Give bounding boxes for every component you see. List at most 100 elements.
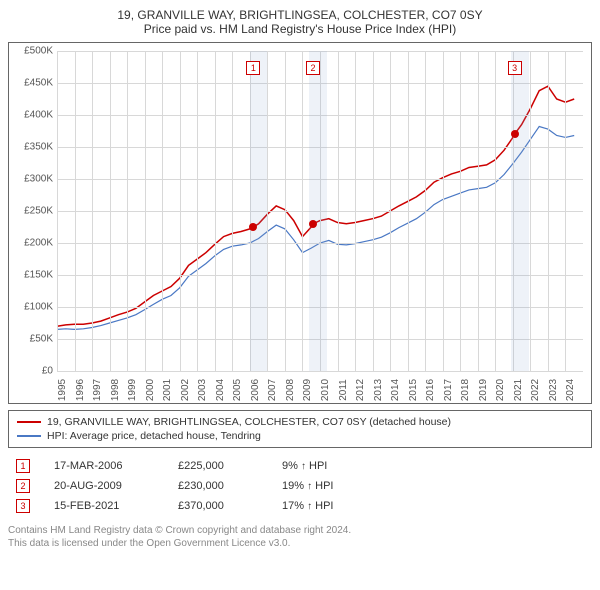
x-tick-label: 2022 (530, 379, 541, 401)
sale-price: £225,000 (178, 460, 258, 472)
x-tick-label: 2018 (460, 379, 471, 401)
sale-marker-box: 3 (508, 61, 522, 75)
x-tick-label: 1996 (75, 379, 86, 401)
gridline-v (425, 51, 426, 371)
x-tick-label: 2009 (302, 379, 313, 401)
gridline-v (75, 51, 76, 371)
y-tick-label: £350K (24, 142, 53, 153)
y-axis-ticks: £0£50K£100K£150K£200K£250K£300K£350K£400… (9, 51, 55, 371)
plot-area: 1 2 3 (57, 51, 583, 371)
highlight-band (250, 51, 268, 371)
y-tick-label: £300K (24, 174, 53, 185)
sale-row-marker: 3 (16, 499, 30, 513)
gridline-v (92, 51, 93, 371)
title-line-1: 19, GRANVILLE WAY, BRIGHTLINGSEA, COLCHE… (8, 8, 592, 22)
sale-dot (511, 130, 519, 138)
sale-marker-box: 1 (246, 61, 260, 75)
gridline-v (408, 51, 409, 371)
x-tick-label: 2012 (355, 379, 366, 401)
gridline-v (162, 51, 163, 371)
gridline-v (460, 51, 461, 371)
sale-row-marker: 2 (16, 479, 30, 493)
sale-row-marker: 1 (16, 459, 30, 473)
x-tick-label: 1998 (110, 379, 121, 401)
gridline-v (145, 51, 146, 371)
gridline-v (495, 51, 496, 371)
x-tick-label: 1995 (57, 379, 68, 401)
y-tick-label: £50K (30, 334, 53, 345)
gridline-v (530, 51, 531, 371)
arrow-up-icon: ↑ (301, 461, 306, 472)
chart-container: £0£50K£100K£150K£200K£250K£300K£350K£400… (8, 42, 592, 404)
gridline-v (197, 51, 198, 371)
footer-line-2: This data is licensed under the Open Gov… (8, 537, 592, 550)
sale-date: 15-FEB-2021 (54, 500, 154, 512)
sale-pct: 9% ↑ HPI (282, 460, 327, 472)
arrow-up-icon: ↑ (307, 501, 312, 512)
footer-line-1: Contains HM Land Registry data © Crown c… (8, 524, 592, 537)
gridline-v (390, 51, 391, 371)
x-tick-label: 2006 (250, 379, 261, 401)
x-tick-label: 2013 (373, 379, 384, 401)
sales-list: 1 17-MAR-2006 £225,000 9% ↑ HPI 2 20-AUG-2009… (8, 456, 592, 516)
y-tick-label: £150K (24, 270, 53, 281)
gridline-v (478, 51, 479, 371)
y-tick-label: £400K (24, 110, 53, 121)
gridline-h (57, 371, 583, 372)
legend-swatch (17, 435, 41, 437)
gridline-v (565, 51, 566, 371)
gridline-v (302, 51, 303, 371)
x-tick-label: 2005 (232, 379, 243, 401)
sale-pct: 17% ↑ HPI (282, 500, 333, 512)
legend-row: 19, GRANVILLE WAY, BRIGHTLINGSEA, COLCHE… (17, 415, 583, 429)
x-tick-label: 2017 (443, 379, 454, 401)
sale-price: £230,000 (178, 480, 258, 492)
x-tick-label: 2007 (267, 379, 278, 401)
x-tick-label: 1997 (92, 379, 103, 401)
sale-row: 1 17-MAR-2006 £225,000 9% ↑ HPI (8, 456, 592, 476)
x-tick-label: 2001 (162, 379, 173, 401)
x-tick-label: 2023 (548, 379, 559, 401)
x-tick-label: 2003 (197, 379, 208, 401)
chart-title-block: 19, GRANVILLE WAY, BRIGHTLINGSEA, COLCHE… (8, 8, 592, 36)
x-tick-label: 2020 (495, 379, 506, 401)
sale-date: 17-MAR-2006 (54, 460, 154, 472)
gridline-v (373, 51, 374, 371)
y-tick-label: £0 (42, 366, 53, 377)
x-tick-label: 2010 (320, 379, 331, 401)
sale-marker-box: 2 (306, 61, 320, 75)
title-line-2: Price paid vs. HM Land Registry's House … (8, 22, 592, 36)
attribution-footer: Contains HM Land Registry data © Crown c… (8, 524, 592, 550)
gridline-v (443, 51, 444, 371)
legend-label: 19, GRANVILLE WAY, BRIGHTLINGSEA, COLCHE… (47, 416, 451, 428)
x-tick-label: 2008 (285, 379, 296, 401)
gridline-v (338, 51, 339, 371)
x-axis-ticks: 1995 1996 1997 1998 1999 2000 2001 2002 2003 2004… (57, 373, 583, 403)
gridline-v (215, 51, 216, 371)
sale-pct: 19% ↑ HPI (282, 480, 333, 492)
x-tick-label: 2021 (513, 379, 524, 401)
sale-row: 315-FEB-2021£370,00017% ↑ HPI (8, 496, 592, 516)
sale-dot (309, 220, 317, 228)
sale-date: 20-AUG-2009 (54, 480, 154, 492)
x-tick-label: 2014 (390, 379, 401, 401)
gridline-v (232, 51, 233, 371)
x-tick-label: 2000 (145, 379, 156, 401)
sale-row: 2 20-AUG-2009 £230,000 19% ↑ HPI (8, 476, 592, 496)
x-tick-label: 2002 (180, 379, 191, 401)
highlight-band (511, 51, 529, 371)
gridline-v (127, 51, 128, 371)
x-tick-label: 2015 (408, 379, 419, 401)
legend-label: HPI: Average price, detached house, Tend… (47, 430, 261, 442)
x-tick-label: 2004 (215, 379, 226, 401)
highlight-band (309, 51, 327, 371)
x-tick-label: 1999 (127, 379, 138, 401)
gridline-v (548, 51, 549, 371)
y-tick-label: £200K (24, 238, 53, 249)
x-tick-label: 2024 (565, 379, 576, 401)
sale-dot (249, 223, 257, 231)
gridline-v (180, 51, 181, 371)
legend-swatch (17, 421, 41, 423)
legend-row: HPI: Average price, detached house, Tend… (17, 429, 583, 443)
gridline-v (110, 51, 111, 371)
